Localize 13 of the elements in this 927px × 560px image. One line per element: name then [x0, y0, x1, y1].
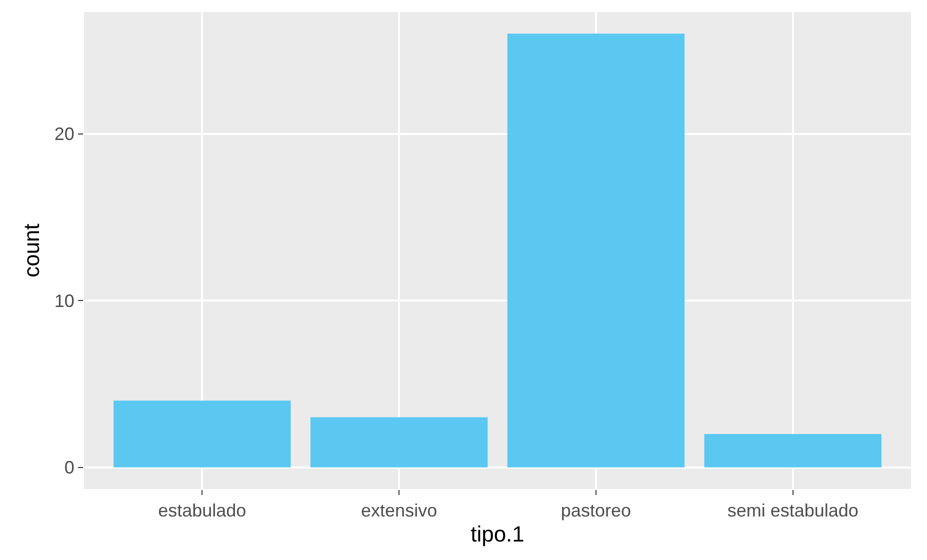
y-axis-title: count	[19, 224, 44, 278]
x-tick-label: semi estabulado	[727, 500, 858, 521]
y-tick-label: 20	[54, 124, 74, 144]
bar	[114, 400, 291, 468]
bar	[507, 34, 685, 468]
y-tick-label: 10	[54, 290, 74, 311]
x-tick-label: extensivo	[361, 500, 438, 521]
bar	[704, 434, 882, 468]
x-axis-title: tipo.1	[470, 522, 524, 546]
x-tick-label: estabulado	[158, 500, 246, 521]
bar	[310, 417, 488, 468]
y-tick-label: 0	[64, 458, 74, 478]
x-tick-label: pastoreo	[560, 500, 631, 521]
